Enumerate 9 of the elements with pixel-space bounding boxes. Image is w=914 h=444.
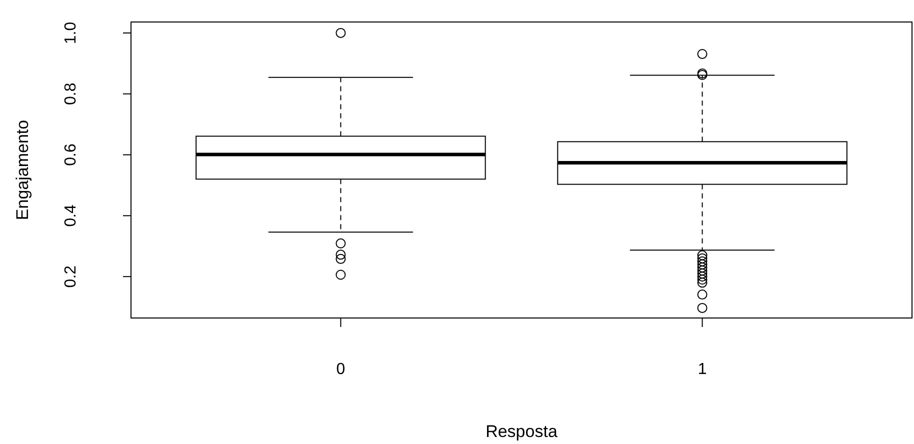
x-tick-label: 0: [336, 361, 346, 378]
y-tick-label: 0.6: [62, 144, 80, 166]
y-axis-title: Engajamento: [13, 120, 32, 220]
y-tick-label: 0.4: [62, 204, 80, 227]
y-tick-label: 0.2: [62, 265, 80, 288]
y-tick-label: 1.0: [62, 22, 80, 44]
x-axis-title: Resposta: [486, 422, 558, 441]
y-tick-label: 0.8: [62, 82, 80, 105]
x-tick-label: 1: [698, 361, 707, 378]
